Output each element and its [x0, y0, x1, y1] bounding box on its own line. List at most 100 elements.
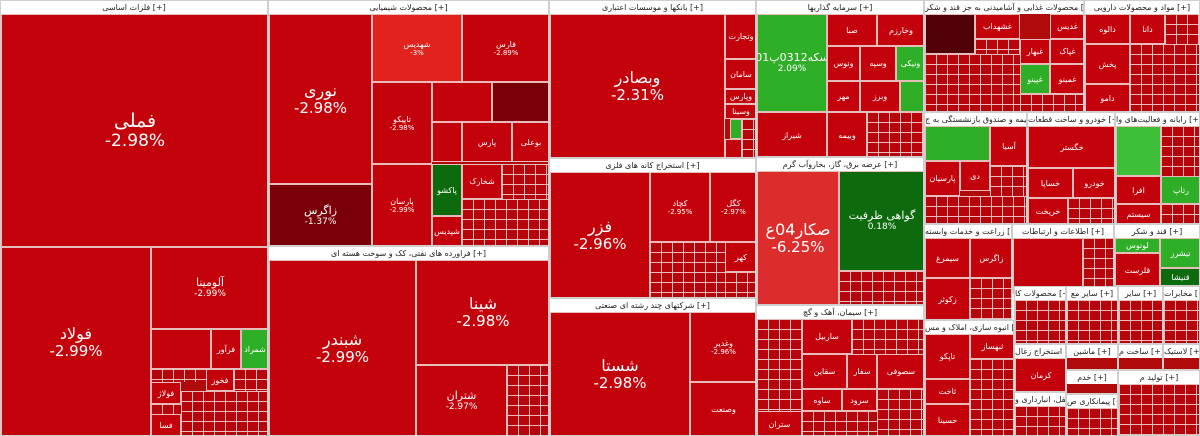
- stock-tile[interactable]: [492, 82, 548, 122]
- sector-title[interactable]: حمل ونقل، انبارداری و [+]: [1015, 393, 1065, 406]
- stock-tile[interactable]: [925, 126, 990, 161]
- stock-tile-hasina[interactable]: حسینا: [925, 404, 970, 435]
- stock-tile-shapadis[interactable]: شپدیس: [432, 216, 462, 245]
- stock-tile-vsepah[interactable]: وسپه: [860, 46, 896, 81]
- stock-tile-foraavar[interactable]: فرآور: [211, 329, 241, 369]
- sector-title[interactable]: شرکتهای چند رشته ای صنعتی [+]: [550, 299, 755, 312]
- sector-title[interactable]: خودرو و ساخت قطعات [+]: [1028, 113, 1114, 126]
- stock-tile-sabesh[interactable]: ساوه: [802, 389, 842, 411]
- stock-tile-fazar[interactable]: فزر -2.96%: [550, 172, 650, 297]
- stock-tile-shatran[interactable]: شتران -2.97%: [416, 365, 507, 435]
- sector-title[interactable]: خدم [+]: [1067, 371, 1117, 384]
- stock-tile-kahr[interactable]: کهر: [725, 242, 755, 272]
- stock-tile-ghabehar[interactable]: غبهار: [1020, 39, 1050, 64]
- stock-tile-khgostar[interactable]: خگستر: [1028, 126, 1114, 168]
- sector-title[interactable]: سایر مع [+]: [1067, 287, 1117, 300]
- stock-tile-simorgh[interactable]: سیمرغ: [925, 238, 970, 278]
- stock-tile-saba[interactable]: صبا: [827, 14, 877, 46]
- stock-tile-shasta[interactable]: شستا -2.98%: [550, 312, 690, 435]
- stock-tile-ghanat[interactable]: قنیشا: [1160, 268, 1199, 285]
- stock-tile[interactable]: [1116, 126, 1161, 176]
- stock-tile-tavran[interactable]: ثاخت: [925, 379, 970, 404]
- stock-tile-sekke[interactable]: سکه0312پ01 2.09%: [757, 14, 827, 112]
- stock-tile-kegol[interactable]: کگل -2.97%: [710, 172, 755, 242]
- stock-tile-sasiran[interactable]: ستران: [757, 411, 802, 435]
- stock-tile[interactable]: [432, 82, 492, 122]
- stock-tile-vsanat[interactable]: وصنعت: [690, 382, 755, 435]
- stock-tile-fameli[interactable]: فملی -2.98%: [1, 14, 267, 247]
- stock-tile-shiraz[interactable]: شیراز: [757, 112, 827, 156]
- sector-title[interactable]: استخراج کانه های فلزی [+]: [550, 159, 755, 172]
- stock-tile-vamin[interactable]: ونیکی: [896, 46, 923, 81]
- stock-tile-shahdis[interactable]: شهدیس -3%: [372, 14, 462, 82]
- stock-tile-tapiko[interactable]: تاپیکو -2.98%: [372, 82, 432, 164]
- sector-title[interactable]: مخابرات [+]: [1164, 287, 1199, 300]
- stock-tile-vsina[interactable]: وسینا: [725, 104, 755, 119]
- sector-title[interactable]: سرمایه گذاریها [+]: [757, 1, 923, 14]
- stock-tile-shamraad[interactable]: شمراد: [241, 329, 267, 369]
- stock-tile-shebandar[interactable]: شبندر -2.99%: [269, 260, 416, 435]
- stock-tile-dana[interactable]: دانا: [1130, 14, 1165, 44]
- stock-tile-vpaarsian[interactable]: وپارس: [725, 89, 755, 104]
- sector-title[interactable]: قند و شکر [+]: [1115, 225, 1199, 238]
- stock-tile-khodro[interactable]: خودرو: [1073, 168, 1114, 198]
- stock-tile-ghaplaa[interactable]: قلرست: [1115, 253, 1160, 285]
- stock-tile-folaj[interactable]: فولاژ: [151, 382, 181, 404]
- sector-title[interactable]: محصولات کا [+]: [1015, 287, 1065, 300]
- stock-tile-tapco[interactable]: تاپکو: [925, 334, 970, 379]
- stock-tile-rotap[interactable]: رتاپ: [1161, 176, 1199, 204]
- stock-tile-vabesaadr[interactable]: وبصادر -2.31%: [550, 14, 725, 157]
- stock-tile-dana2[interactable]: دی: [960, 161, 990, 191]
- stock-tile-kharvand[interactable]: خریخت: [1028, 198, 1068, 223]
- stock-tile-sisam[interactable]: سیستم: [1116, 204, 1161, 223]
- sector-title[interactable]: ماشین [+]: [1067, 345, 1117, 358]
- stock-tile-zagros[interactable]: زاگرس -1.37%: [269, 184, 372, 245]
- stock-tile-parsian[interactable]: پارسیان: [925, 161, 960, 196]
- sector-title[interactable]: لاستیک [+]: [1164, 345, 1199, 358]
- stock-tile-asia[interactable]: آسیا: [990, 126, 1026, 166]
- stock-tile-kachad[interactable]: کچاد -2.95%: [650, 172, 710, 242]
- stock-tile[interactable]: [730, 119, 742, 139]
- stock-tile-daamo[interactable]: دامو: [1085, 84, 1130, 111]
- stock-tile-ghadis[interactable]: غدیس: [1050, 14, 1083, 39]
- stock-tile-fars[interactable]: فارس -2.89%: [462, 14, 548, 82]
- stock-tile[interactable]: [432, 122, 462, 162]
- stock-tile-zakaa[interactable]: زکوثر: [925, 278, 970, 319]
- stock-tile-saman[interactable]: سامان: [725, 59, 755, 89]
- stock-tile-paktoosh[interactable]: پاکشو: [432, 164, 462, 216]
- stock-tile-shakhaarak[interactable]: شخارک: [462, 164, 502, 199]
- stock-tile-sfars[interactable]: سفار: [847, 354, 877, 389]
- sector-title[interactable]: بیمه و صندوق بازنشستگی به ج [+]: [925, 113, 1026, 126]
- sector-title[interactable]: رایانه و فعالیت‌های وا [+]: [1116, 113, 1199, 126]
- stock-tile-aluminium[interactable]: آلومينا -2.99%: [151, 247, 267, 329]
- stock-tile-fakhooz[interactable]: فخوز: [206, 369, 234, 391]
- sector-title[interactable]: زراعت و خدمات وابسته [+]: [925, 225, 1011, 238]
- sector-title[interactable]: تولید م [+]: [1119, 371, 1199, 384]
- sector-title[interactable]: ساخت م [+]: [1119, 345, 1162, 358]
- stock-tile[interactable]: [1013, 238, 1083, 293]
- sector-title[interactable]: سیمان، آهک و گچ [+]: [757, 306, 923, 319]
- stock-tile-ghesh[interactable]: غشهداب: [975, 14, 1020, 39]
- stock-tile[interactable]: [151, 329, 211, 369]
- stock-tile-noori[interactable]: نوری -2.98%: [269, 14, 372, 184]
- sector-title[interactable]: فلزات اساسی [+]: [1, 1, 267, 14]
- sector-title[interactable]: محصولات غذایی و آشامیدنی به جز قند و شکر…: [925, 1, 1083, 14]
- sector-title[interactable]: محصولات شیمیایی [+]: [269, 1, 548, 14]
- sector-title[interactable]: انبوه سازی، املاک و مس [+]: [925, 321, 1013, 334]
- stock-tile-sesfahan[interactable]: ساربیل: [802, 319, 852, 354]
- stock-tile-vbima[interactable]: وبیمه: [827, 112, 867, 156]
- stock-tile-sabzeh[interactable]: سقاین: [802, 354, 847, 389]
- stock-tile-vtoosh[interactable]: وتوس: [827, 46, 860, 81]
- stock-tile-pakhsh[interactable]: پخش: [1085, 44, 1130, 84]
- stock-tile-ghamina[interactable]: غمینو: [1050, 64, 1083, 94]
- stock-tile-foolad[interactable]: فولاد -2.99%: [1, 247, 151, 435]
- stock-tile-govahi[interactable]: گواهی ظرفیت 0.18%: [839, 171, 923, 271]
- sector-title[interactable]: استخراج زغال [+]: [1015, 345, 1065, 358]
- stock-tile-kebaran[interactable]: ثبهساز: [970, 334, 1013, 359]
- sector-title[interactable]: عرضه برق، گاز، بخاروآب گرم [+]: [757, 158, 923, 171]
- stock-tile-mehr[interactable]: مهر: [827, 81, 860, 112]
- sector-title[interactable]: سایر [+]: [1119, 287, 1162, 300]
- stock-tile-shina[interactable]: شینا -2.98%: [416, 260, 548, 365]
- stock-tile-vkharazm[interactable]: وخارزم: [877, 14, 923, 46]
- stock-tile-loteos[interactable]: لوتوس: [1115, 238, 1160, 253]
